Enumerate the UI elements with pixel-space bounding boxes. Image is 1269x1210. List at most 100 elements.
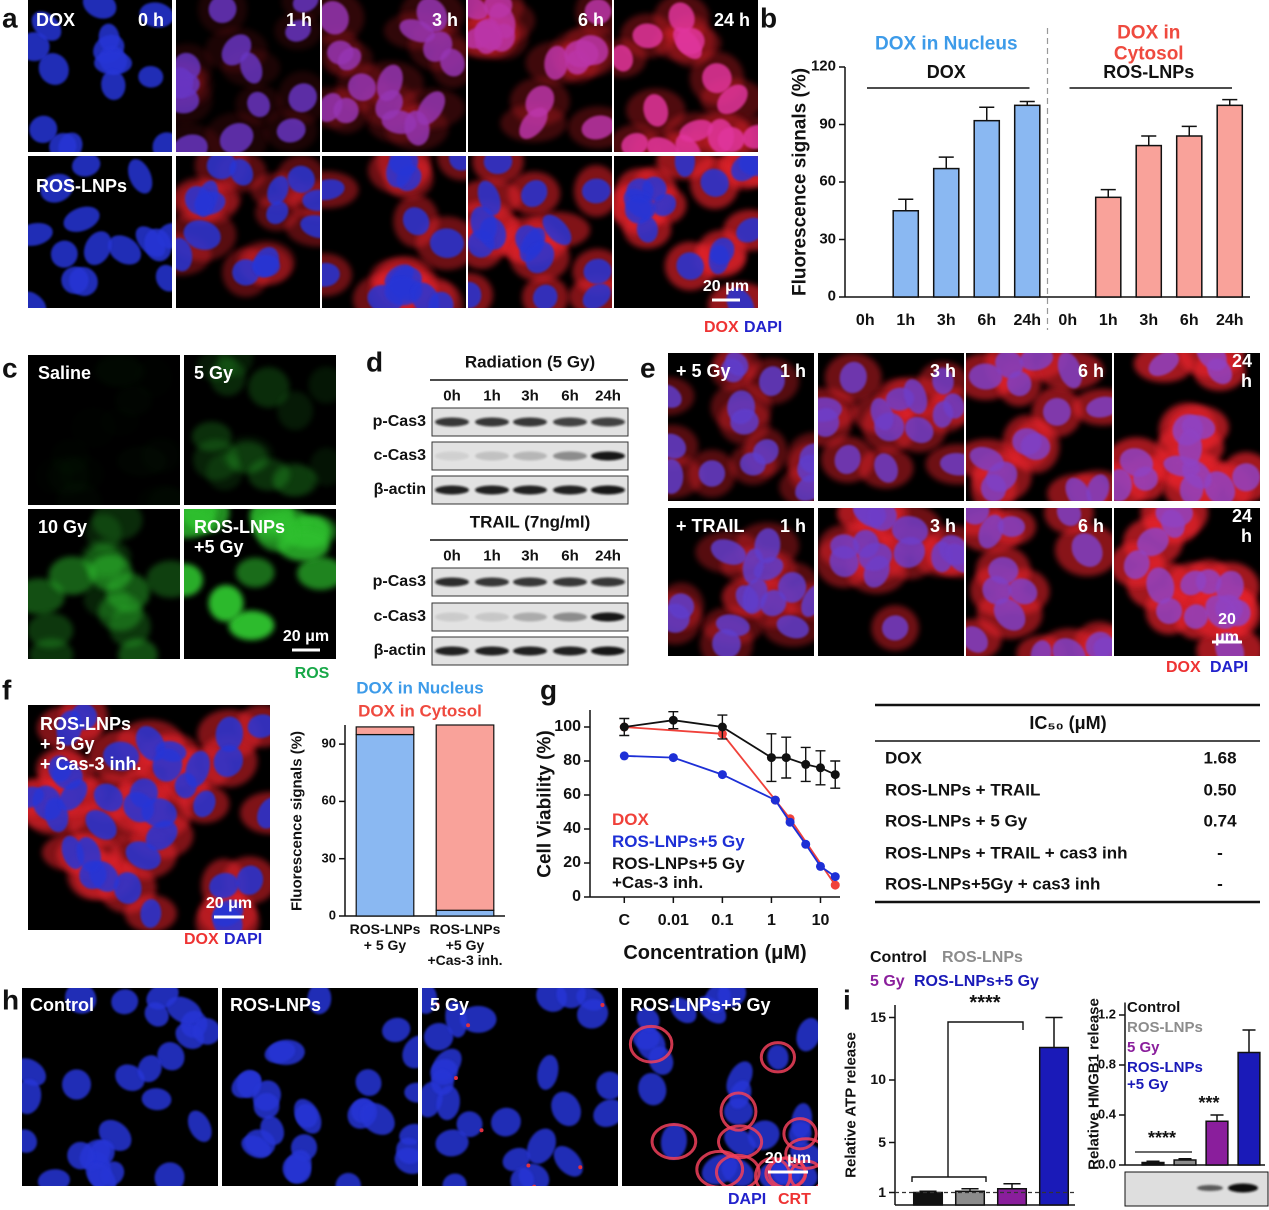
row-label: + TRAIL bbox=[676, 515, 745, 536]
nucleus bbox=[67, 1141, 95, 1170]
nucleus bbox=[29, 115, 58, 144]
panel-letter: d bbox=[366, 346, 384, 378]
nucleus bbox=[668, 384, 682, 408]
lane-label: 0h bbox=[443, 547, 461, 565]
bar-segment bbox=[355, 733, 415, 917]
blot-band bbox=[513, 485, 547, 495]
panel-letter: h bbox=[2, 984, 20, 1016]
nucleus bbox=[593, 1099, 618, 1128]
data-point bbox=[770, 795, 780, 805]
group-label: DOX bbox=[926, 61, 966, 82]
nucleus bbox=[239, 52, 263, 84]
row-label: ROS-LNPs bbox=[36, 175, 128, 196]
panel-letter: b bbox=[760, 2, 778, 34]
nucleus bbox=[668, 593, 695, 619]
nucleus bbox=[300, 215, 320, 239]
bar bbox=[1216, 104, 1244, 298]
nucleus bbox=[532, 284, 558, 308]
nucleus bbox=[553, 1145, 583, 1177]
error-bar bbox=[1100, 188, 1116, 198]
nucleus bbox=[335, 1172, 361, 1186]
nucleus bbox=[64, 988, 97, 1014]
blot-row-label: c-Cas3 bbox=[373, 608, 426, 626]
nucleus bbox=[490, 1107, 521, 1137]
nucleus bbox=[429, 228, 464, 259]
nucleus bbox=[939, 452, 964, 476]
nucleus bbox=[758, 366, 785, 397]
y-axis-label: Relative ATP release bbox=[842, 1032, 860, 1178]
nucleus bbox=[932, 367, 954, 395]
nucleus bbox=[834, 444, 861, 475]
legend-entry: DOX in Cytosol bbox=[358, 701, 482, 721]
micrograph bbox=[322, 0, 466, 152]
nucleus bbox=[85, 809, 117, 840]
micrograph bbox=[668, 508, 814, 656]
y-axis-label: Cell Viability (%) bbox=[534, 729, 556, 878]
panel-letter: g bbox=[540, 674, 558, 706]
crt-ring bbox=[782, 1117, 818, 1151]
micrograph bbox=[468, 0, 612, 152]
x-tick-label: 0h bbox=[855, 312, 875, 330]
nucleus bbox=[37, 1169, 70, 1186]
data-point bbox=[781, 753, 791, 763]
time-label: 1 h bbox=[779, 515, 806, 536]
nucleus bbox=[767, 1044, 789, 1070]
nucleus bbox=[63, 206, 100, 232]
bar bbox=[1013, 104, 1041, 298]
legend-entry: Control bbox=[870, 949, 927, 967]
nucleus bbox=[215, 716, 244, 752]
nucleus bbox=[717, 988, 747, 1008]
nucleus bbox=[83, 231, 112, 266]
nucleus bbox=[904, 416, 934, 444]
nucleus bbox=[416, 91, 446, 125]
data-point bbox=[619, 722, 629, 732]
ros-signal bbox=[28, 612, 74, 649]
nucleus bbox=[709, 237, 735, 265]
nucleus bbox=[257, 797, 270, 829]
time-label: 6 h bbox=[1077, 360, 1104, 381]
bar bbox=[1094, 196, 1122, 298]
x-tick-label: 3h bbox=[1139, 312, 1159, 330]
ros-signal bbox=[247, 458, 290, 491]
crt-dot bbox=[526, 1163, 531, 1168]
blot-band bbox=[553, 646, 587, 656]
scale-bar-label: 20 μm bbox=[1214, 611, 1239, 646]
time-label: 0 h bbox=[137, 9, 164, 30]
nucleus bbox=[736, 217, 758, 243]
nucleus bbox=[302, 189, 320, 211]
y-tick-label: 15 bbox=[870, 1008, 886, 1025]
micrograph bbox=[176, 156, 320, 308]
nucleus bbox=[440, 48, 465, 77]
nucleus bbox=[113, 872, 142, 904]
nucleus bbox=[614, 44, 634, 72]
panel-letter: c bbox=[2, 352, 18, 384]
bar-segment bbox=[435, 724, 495, 911]
crt-ring bbox=[719, 1091, 758, 1132]
condition-label: ROS-LNPs +5 Gy bbox=[194, 517, 286, 558]
nucleus bbox=[435, 1129, 469, 1157]
nucleus bbox=[176, 134, 208, 152]
nucleus bbox=[183, 220, 221, 250]
nucleus bbox=[422, 988, 438, 1014]
crt-dot bbox=[435, 1002, 440, 1007]
nucleus bbox=[760, 589, 787, 617]
legend-entry: ROS-LNPs bbox=[1127, 1019, 1203, 1036]
nucleus bbox=[966, 626, 988, 653]
ros-signal bbox=[184, 563, 203, 597]
nucleus bbox=[71, 705, 98, 730]
nucleus bbox=[583, 258, 612, 284]
nucleus bbox=[307, 988, 332, 1015]
blot-row-label: β-actin bbox=[373, 481, 426, 499]
micrograph bbox=[668, 353, 814, 501]
micrograph bbox=[22, 988, 218, 1186]
legend-entry: 5 Gy bbox=[1127, 1039, 1160, 1056]
lane-label: 1h bbox=[483, 387, 501, 405]
x-tick-label: C bbox=[618, 912, 631, 930]
error-bar bbox=[1019, 100, 1035, 106]
nucleus bbox=[206, 156, 237, 180]
y-tick-label: 90 bbox=[321, 735, 336, 751]
nucleus bbox=[712, 629, 741, 656]
nucleus bbox=[157, 1042, 185, 1071]
bar bbox=[973, 119, 1001, 298]
